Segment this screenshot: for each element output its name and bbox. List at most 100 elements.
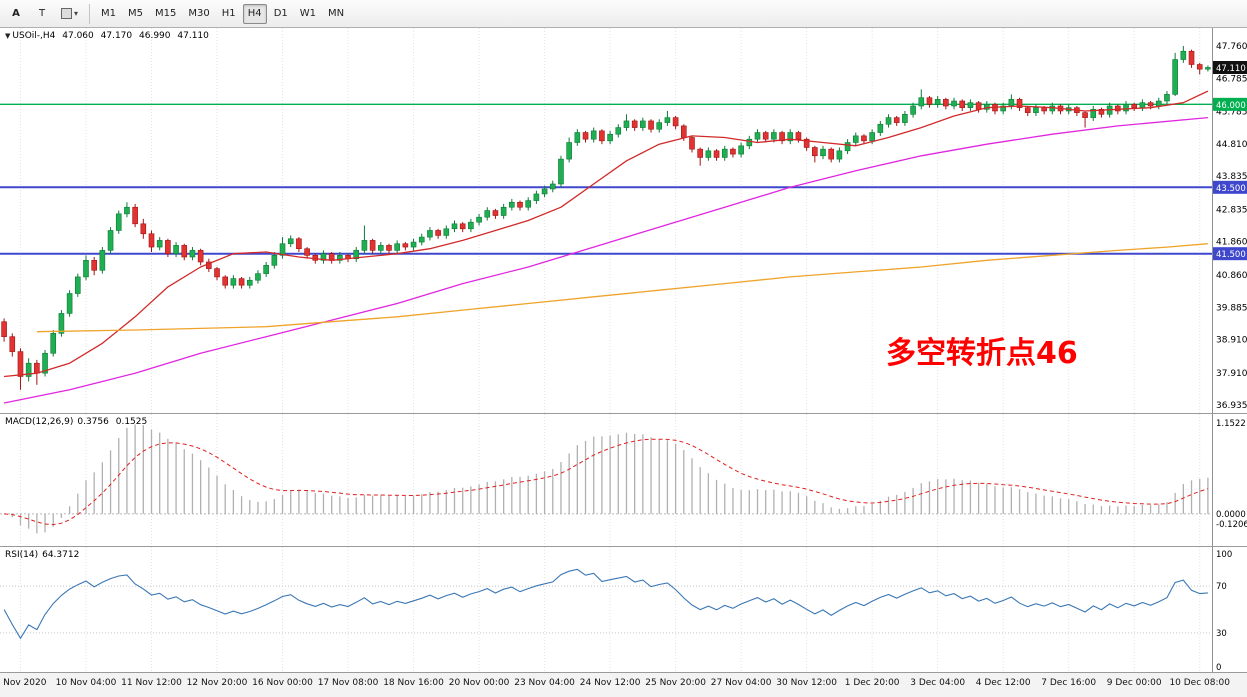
candle: [607, 133, 613, 142]
candle: [91, 260, 97, 271]
symbol-dropdown-icon[interactable]: ▼: [5, 32, 11, 40]
timeframe-button-M5[interactable]: M5: [123, 4, 148, 24]
price-axis-labels: 47.760 46.785 45.785 44.810 43.835 42.835 41.8…: [1216, 42, 1247, 411]
time-label: 9 Dec 00:00: [1106, 678, 1162, 688]
ohlc-high: 47.170: [100, 31, 133, 41]
candle: [9, 336, 16, 352]
svg-text:47.110: 47.110: [1216, 64, 1246, 74]
timeframe-button-H1[interactable]: H1: [217, 4, 241, 24]
candle: [721, 148, 728, 158]
candle: [1082, 112, 1088, 118]
rsi-label: RSI(14): [5, 550, 39, 560]
candle: [549, 183, 556, 190]
candle: [541, 188, 548, 195]
cursor-tool-button[interactable]: A: [4, 4, 28, 24]
candle: [861, 135, 867, 142]
timeframe-button-M15[interactable]: M15: [150, 4, 181, 24]
candle: [377, 245, 384, 251]
candle: [1155, 100, 1162, 107]
candle: [1024, 107, 1031, 113]
macd-panel[interactable]: 1.1522 0.0000 -0.1206 MACD(12,26,9) 0.3756 …: [0, 413, 1247, 546]
candle: [124, 206, 130, 215]
candle: [287, 238, 294, 245]
candle: [418, 236, 425, 243]
candle: [459, 223, 466, 230]
rsi-canvas[interactable]: 100 70 30 0: [0, 547, 1247, 672]
candle: [754, 132, 761, 140]
candle: [664, 117, 671, 123]
candle: [656, 122, 663, 130]
candle: [869, 132, 875, 142]
price-badge-46.000: [1213, 97, 1247, 111]
macd-histogram: [11, 424, 1209, 534]
candle: [590, 130, 597, 140]
candle: [42, 352, 48, 374]
candle: [1, 321, 7, 337]
time-label: 3 Dec 04:00: [910, 678, 966, 688]
candle: [566, 142, 572, 160]
candle: [222, 276, 229, 286]
main-chart-panel[interactable]: 47.760 46.785 45.785 44.810 43.835 42.835 41.8…: [0, 28, 1247, 413]
candle: [730, 148, 736, 155]
candle: [738, 145, 744, 155]
candle: [828, 148, 835, 160]
candle: [762, 132, 769, 140]
candle: [713, 150, 720, 158]
time-label: 9 Nov 2020: [0, 678, 47, 688]
svg-text:45.785: 45.785: [1216, 107, 1247, 117]
macd-value-main: 0.3756: [77, 417, 109, 427]
time-axis[interactable]: 9 Nov 2020 10 Nov 04:00 11 Nov 12:00 12 Nov…: [0, 672, 1247, 697]
price-badge-43.500: [1213, 180, 1247, 194]
candle: [910, 105, 916, 115]
time-label: 25 Nov 20:00: [645, 678, 706, 688]
timeframe-button-M30[interactable]: M30: [183, 4, 214, 24]
candle: [943, 99, 949, 107]
price-badge-current: [1213, 60, 1247, 74]
svg-text:39.885: 39.885: [1216, 303, 1247, 313]
svg-text:41.860: 41.860: [1216, 238, 1247, 248]
timeframe-button-MN[interactable]: MN: [323, 4, 349, 24]
candle: [877, 123, 884, 133]
chart-annotation-text[interactable]: 多空转折点46: [886, 336, 1078, 371]
time-label: 27 Nov 04:00: [710, 678, 772, 688]
candle: [852, 135, 859, 143]
svg-text:43.835: 43.835: [1216, 172, 1247, 182]
candle: [435, 230, 441, 236]
svg-text:47.760: 47.760: [1216, 42, 1247, 52]
candle: [156, 240, 163, 248]
candle: [189, 250, 196, 258]
candle: [271, 255, 278, 266]
draw-tools-dropdown-button[interactable]: ▾: [56, 4, 83, 24]
timeframe-button-W1[interactable]: W1: [295, 4, 321, 24]
candle: [975, 102, 982, 110]
ma-slow-orange[interactable]: [36, 243, 1208, 333]
candle: [337, 255, 343, 261]
svg-text:38.910: 38.910: [1216, 336, 1247, 346]
rsi-axis-labels: 100 70 30 0: [1216, 550, 1232, 672]
candle: [173, 245, 179, 254]
rsi-panel[interactable]: 100 70 30 0 RSI(14) 64.3712: [0, 546, 1247, 672]
ma-fast-red[interactable]: [4, 90, 1209, 378]
candle: [1123, 104, 1129, 112]
candle: [517, 201, 523, 208]
candle: [1188, 50, 1195, 65]
candle: [468, 221, 474, 230]
macd-canvas[interactable]: 1.1522 0.0000-0.1206: [0, 414, 1247, 546]
timeframe-button-H4[interactable]: H4: [242, 3, 267, 24]
ma-mid-magenta[interactable]: [3, 116, 1208, 404]
time-label: 10 Nov 04:00: [55, 678, 117, 688]
ohlc-open: 47.060: [62, 31, 94, 41]
candle: [1041, 107, 1047, 112]
main-chart-canvas[interactable]: 47.760 46.785 45.785 44.810 43.835 42.835 41.8…: [0, 28, 1247, 413]
candle: [1147, 102, 1154, 107]
price-badge-41.500: [1213, 247, 1247, 261]
candle: [410, 241, 417, 248]
candle: [648, 120, 654, 130]
time-label: 20 Nov 00:00: [448, 678, 510, 688]
timeframe-button-D1[interactable]: D1: [269, 4, 293, 24]
text-tool-button[interactable]: T: [30, 4, 54, 24]
candle: [983, 104, 990, 110]
candle: [394, 243, 400, 251]
timeframe-button-M1[interactable]: M1: [96, 4, 121, 24]
horizontal-level-lines: [0, 103, 1212, 255]
